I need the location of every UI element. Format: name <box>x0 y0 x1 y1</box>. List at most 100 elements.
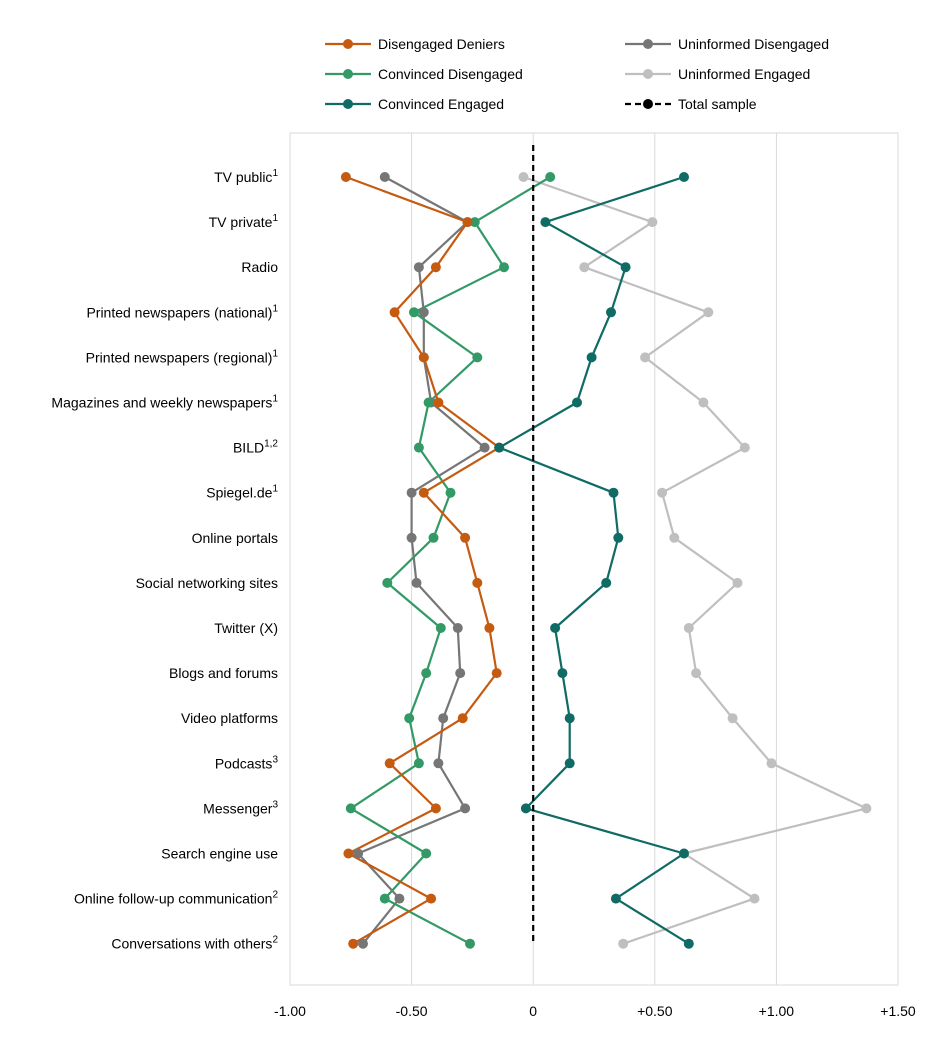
data-point-convinced-disengaged <box>382 577 393 588</box>
legend-label: Uninformed Engaged <box>678 66 810 82</box>
category-label: Twitter (X) <box>214 620 278 636</box>
legend-swatch-marker <box>343 99 353 109</box>
legend-item-convinced-engaged: Convinced Engaged <box>325 96 504 112</box>
data-point-uninformed-engaged <box>640 352 651 363</box>
data-point-uninformed-disengaged <box>452 623 463 633</box>
legend-swatch-marker <box>643 99 653 109</box>
data-point-disengaged-deniers <box>462 217 473 228</box>
data-point-uninformed-disengaged <box>394 893 405 904</box>
legend-swatch-marker <box>643 69 653 79</box>
series-points <box>340 172 872 949</box>
category-label: Social networking sites <box>136 575 278 591</box>
data-point-convinced-disengaged <box>435 623 446 633</box>
category-label: TV private1 <box>209 213 279 230</box>
legend-item-convinced-disengaged: Convinced Disengaged <box>325 66 523 82</box>
data-point-uninformed-engaged <box>618 938 629 949</box>
x-tick-label: +1.50 <box>880 1003 916 1019</box>
data-point-uninformed-engaged <box>669 532 680 543</box>
legend-label: Uninformed Disengaged <box>678 36 829 52</box>
category-labels: TV public1 TV private1 Radio Printed newspa… <box>51 168 278 952</box>
data-point-convinced-disengaged <box>465 938 475 949</box>
data-point-convinced-engaged <box>613 532 624 543</box>
data-point-convinced-engaged <box>564 758 575 769</box>
legend: Disengaged Deniers Uninformed Disengaged C… <box>325 36 829 112</box>
data-point-uninformed-disengaged <box>455 668 466 679</box>
data-point-convinced-engaged <box>564 713 575 724</box>
category-label: Blogs and forums <box>169 665 278 681</box>
data-point-uninformed-engaged <box>657 487 668 498</box>
x-tick-label: +0.50 <box>637 1003 673 1019</box>
category-label: Online follow-up communication2 <box>74 890 278 907</box>
category-label: Messenger3 <box>203 799 278 816</box>
data-point-convinced-disengaged <box>413 442 424 453</box>
data-point-uninformed-disengaged <box>358 938 368 949</box>
data-point-uninformed-engaged <box>732 577 743 588</box>
data-point-convinced-engaged <box>557 668 568 679</box>
data-point-uninformed-disengaged <box>418 307 429 318</box>
data-point-convinced-disengaged <box>379 893 390 904</box>
data-point-uninformed-engaged <box>691 668 702 679</box>
data-point-disengaged-deniers <box>491 668 502 679</box>
data-point-uninformed-engaged <box>766 758 777 769</box>
data-point-uninformed-engaged <box>749 893 760 904</box>
x-tick-label: -0.50 <box>396 1003 428 1019</box>
legend-swatch-marker <box>343 69 353 79</box>
data-point-uninformed-disengaged <box>379 172 390 182</box>
data-point-convinced-disengaged <box>345 803 356 814</box>
data-point-uninformed-engaged <box>518 172 529 182</box>
data-point-convinced-disengaged <box>445 487 456 498</box>
data-point-convinced-engaged <box>520 803 531 814</box>
series-lines <box>345 145 868 945</box>
data-point-convinced-engaged <box>608 487 619 498</box>
legend-item-total-sample: Total sample <box>625 96 757 112</box>
category-label: BILD1,2 <box>233 439 278 456</box>
data-point-disengaged-deniers <box>472 577 483 588</box>
data-point-uninformed-engaged <box>647 217 658 228</box>
legend-item-disengaged-deniers: Disengaged Deniers <box>325 36 505 52</box>
legend-label: Disengaged Deniers <box>378 36 505 52</box>
data-point-uninformed-engaged <box>727 713 738 724</box>
data-point-disengaged-deniers <box>389 307 400 318</box>
data-point-disengaged-deniers <box>418 352 429 363</box>
data-point-disengaged-deniers <box>433 397 444 408</box>
data-point-uninformed-disengaged <box>406 487 417 498</box>
legend-label: Convinced Disengaged <box>378 66 523 82</box>
x-tick-label: -1.00 <box>274 1003 306 1019</box>
data-point-disengaged-deniers <box>484 623 495 633</box>
data-point-disengaged-deniers <box>384 758 395 769</box>
data-point-uninformed-disengaged <box>438 713 449 724</box>
data-point-uninformed-disengaged <box>460 803 471 814</box>
data-point-disengaged-deniers <box>343 848 354 859</box>
category-label: Video platforms <box>181 710 278 726</box>
data-point-convinced-disengaged <box>499 262 509 273</box>
series-line-uninformed-engaged <box>523 175 868 945</box>
data-point-uninformed-disengaged <box>353 848 364 859</box>
category-label: Magazines and weekly newspapers1 <box>51 394 278 411</box>
data-point-uninformed-disengaged <box>479 442 490 453</box>
legend-item-uninformed-engaged: Uninformed Engaged <box>625 66 810 82</box>
category-label: Search engine use <box>161 846 278 862</box>
data-point-convinced-disengaged <box>421 848 432 859</box>
data-point-uninformed-disengaged <box>406 532 417 543</box>
data-point-convinced-engaged <box>683 938 694 949</box>
data-point-convinced-engaged <box>606 307 616 318</box>
data-point-convinced-disengaged <box>409 307 419 318</box>
data-point-uninformed-disengaged <box>411 577 422 588</box>
data-point-disengaged-deniers <box>430 803 441 814</box>
series-line-convinced-engaged <box>498 175 690 945</box>
data-point-disengaged-deniers <box>460 532 471 543</box>
legend-label: Convinced Engaged <box>378 96 504 112</box>
data-point-convinced-engaged <box>601 577 612 588</box>
x-tick-label: 0 <box>529 1003 537 1019</box>
category-label: Printed newspapers (national)1 <box>86 303 278 320</box>
x-axis-tick-labels: -1.00 -0.50 0 +0.50 +1.00 +1.50 <box>274 1003 916 1019</box>
data-point-convinced-engaged <box>540 217 551 228</box>
data-point-convinced-disengaged <box>545 172 556 182</box>
data-point-uninformed-engaged <box>861 803 872 814</box>
data-point-uninformed-engaged <box>683 623 694 633</box>
data-point-convinced-engaged <box>586 352 597 363</box>
data-point-convinced-disengaged <box>423 397 434 408</box>
data-point-convinced-engaged <box>572 397 582 408</box>
data-point-disengaged-deniers <box>348 938 359 949</box>
data-point-uninformed-engaged <box>698 397 709 408</box>
